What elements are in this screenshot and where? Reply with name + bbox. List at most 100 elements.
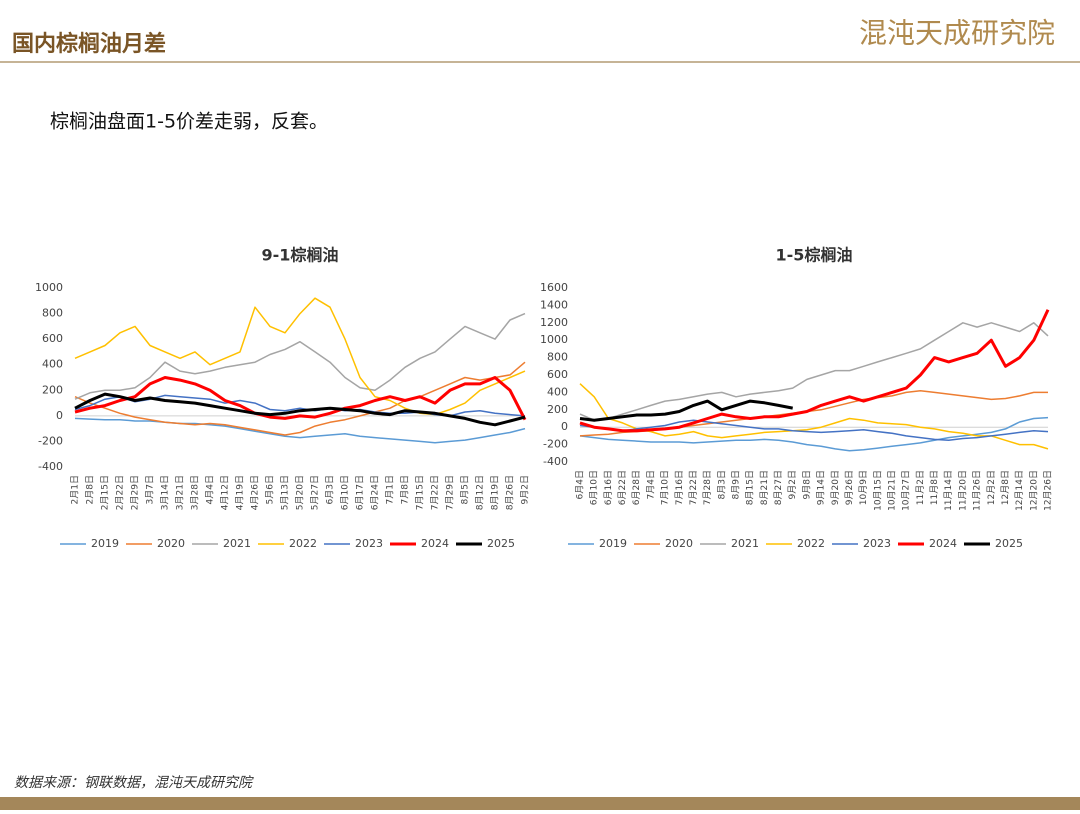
footer-bar: [0, 797, 1080, 810]
x-tick-label: 3月21日: [175, 475, 186, 510]
legend-label: 2021: [223, 537, 251, 550]
x-tick-label: 10月15日: [872, 470, 883, 511]
x-tick-label: 9月26日: [844, 470, 855, 505]
legend-label: 2022: [797, 537, 825, 550]
legend-label: 2024: [929, 537, 957, 550]
x-tick-label: 12月8日: [1000, 470, 1011, 505]
legend-label: 2023: [863, 537, 891, 550]
legend-label: 2022: [289, 537, 317, 550]
x-tick-label: 5月13日: [280, 475, 291, 510]
y-tick-label: 1000: [540, 333, 568, 346]
x-tick-label: 8月21日: [759, 470, 770, 505]
x-tick-label: 7月4日: [645, 470, 656, 499]
x-tick-label: 7月22日: [430, 475, 441, 510]
x-tick-label: 2月8日: [85, 475, 96, 504]
y-tick-label: 0: [56, 409, 63, 422]
series-line: [74, 417, 526, 444]
x-tick-label: 5月20日: [295, 475, 306, 510]
chart-title: 1-5棕榈油: [776, 246, 853, 265]
x-tick-label: 7月29日: [445, 475, 456, 510]
legend-label: 2019: [91, 537, 119, 550]
x-tick-label: 5月27日: [310, 475, 321, 510]
x-tick-label: 6月24日: [370, 475, 381, 510]
legend-label: 2020: [665, 537, 693, 550]
x-tick-label: 6月22日: [617, 470, 628, 505]
x-tick-label: 7月28日: [702, 470, 713, 505]
x-tick-label: 6月3日: [325, 475, 336, 504]
x-tick-label: 6月10日: [589, 470, 600, 505]
x-tick-label: 7月8日: [400, 475, 411, 504]
x-tick-label: 8月9日: [731, 470, 742, 499]
x-tick-label: 8月27日: [773, 470, 784, 505]
header-title: 国内棕榈油月差: [12, 31, 166, 57]
series-line: [74, 361, 526, 436]
legend-label: 2024: [421, 537, 449, 550]
source: 数据来源：钢联数据，混沌天成研究院: [14, 775, 254, 791]
x-tick-label: 9月2日: [520, 475, 531, 504]
x-tick-label: 8月5日: [460, 475, 471, 504]
y-tick-label: 0: [561, 420, 568, 433]
series-line: [74, 297, 526, 416]
y-tick-label: 1200: [540, 316, 568, 329]
x-tick-label: 9月8日: [801, 470, 812, 499]
x-tick-label: 4月12日: [220, 475, 231, 510]
x-tick-label: 3月28日: [190, 475, 201, 510]
y-tick-label: -400: [38, 460, 63, 473]
y-tick-label: 800: [42, 307, 63, 320]
x-tick-label: 6月4日: [575, 470, 586, 499]
x-tick-label: 10月21日: [887, 470, 898, 511]
legend-label: 2023: [355, 537, 383, 550]
x-tick-label: 12月2日: [986, 470, 997, 505]
x-tick-label: 9月14日: [816, 470, 827, 505]
x-tick-label: 3月7日: [145, 475, 156, 504]
x-tick-label: 2月1日: [70, 475, 81, 504]
x-tick-label: 4月19日: [235, 475, 246, 510]
x-tick-label: 11月26日: [972, 470, 983, 511]
series-line: [579, 309, 1050, 433]
y-tick-label: 800: [547, 351, 568, 364]
series-line: [74, 312, 526, 400]
x-tick-label: 9月20日: [830, 470, 841, 505]
y-tick-label: 600: [42, 332, 63, 345]
x-tick-label: 11月20日: [957, 470, 968, 511]
y-tick-label: 400: [547, 385, 568, 398]
x-tick-label: 12月14日: [1014, 470, 1025, 511]
y-tick-label: 200: [42, 383, 63, 396]
y-tick-label: 600: [547, 368, 568, 381]
subtitle: 棕榈油盘面1-5价差走弱，反套。: [50, 111, 328, 133]
y-tick-label: -400: [543, 455, 568, 468]
y-tick-label: 200: [547, 403, 568, 416]
legend-label: 2019: [599, 537, 627, 550]
x-tick-label: 8月3日: [716, 470, 727, 499]
x-tick-label: 7月22日: [688, 470, 699, 505]
y-tick-label: -200: [543, 438, 568, 451]
legend-label: 2025: [487, 537, 515, 550]
y-tick-label: 1400: [540, 298, 568, 311]
x-tick-label: 7月1日: [385, 475, 396, 504]
chart-title: 9-1棕榈油: [262, 246, 339, 265]
x-tick-label: 8月19日: [490, 475, 501, 510]
x-tick-label: 2月15日: [100, 475, 111, 510]
x-tick-label: 10月27日: [901, 470, 912, 511]
x-tick-label: 12月26日: [1043, 470, 1054, 511]
x-tick-label: 7月10日: [660, 470, 671, 505]
x-tick-label: 8月12日: [475, 475, 486, 510]
x-tick-label: 6月10日: [340, 475, 351, 510]
x-tick-label: 11月2日: [915, 470, 926, 505]
x-tick-label: 6月28日: [631, 470, 642, 505]
x-tick-label: 6月16日: [603, 470, 614, 505]
y-tick-label: 1000: [35, 281, 63, 294]
y-tick-label: 400: [42, 358, 63, 371]
x-tick-label: 5月6日: [265, 475, 276, 504]
series-line: [74, 392, 526, 427]
logo: 混沌天成研究院: [859, 17, 1055, 50]
legend-label: 2021: [731, 537, 759, 550]
y-tick-label: 1600: [540, 281, 568, 294]
legend-label: 2025: [995, 537, 1023, 550]
x-tick-label: 4月4日: [205, 475, 216, 504]
legend-label: 2020: [157, 537, 185, 550]
x-tick-label: 2月29日: [130, 475, 141, 510]
series-line: [74, 376, 527, 421]
series-line: [579, 322, 1049, 421]
